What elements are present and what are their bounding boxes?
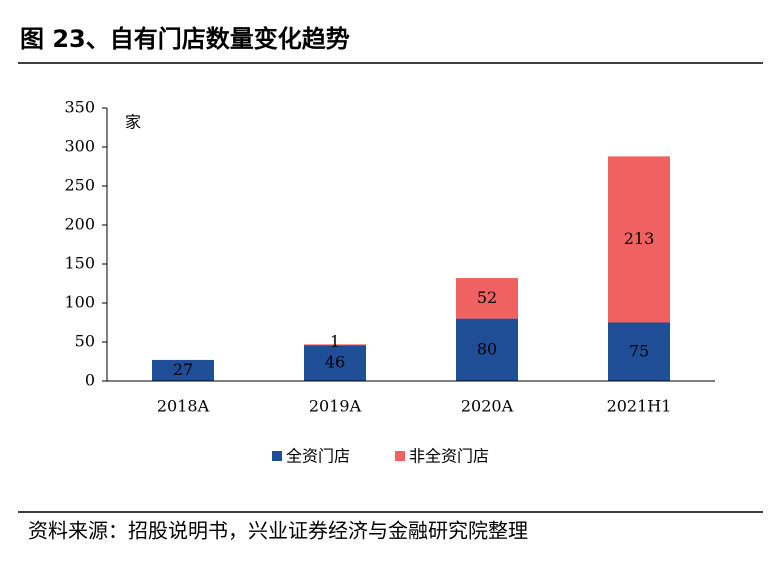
data-label: 52: [477, 288, 497, 307]
bar-segment: [456, 318, 518, 381]
y-tick-label: 100: [64, 293, 95, 312]
data-label: 80: [477, 339, 497, 358]
bar-segment: [608, 322, 670, 381]
y-tick-label: 350: [64, 98, 95, 117]
data-label: 27: [173, 360, 193, 379]
legend-label: 全资门店: [286, 447, 350, 466]
data-label: 75: [629, 341, 649, 360]
bar-segment: [152, 359, 214, 381]
chart-title: 图 23、自有门店数量变化趋势: [20, 25, 350, 53]
x-tick-label: 2021H1: [607, 397, 672, 416]
y-tick-label: 200: [64, 215, 95, 234]
y-tick-label: 250: [64, 176, 95, 195]
x-tick-label: 2019A: [309, 397, 362, 416]
y-unit: 家: [125, 113, 141, 132]
data-label: 213: [624, 229, 655, 248]
bar-segment: [608, 156, 670, 323]
y-tick-label: 50: [75, 332, 95, 351]
bar-segment: [456, 278, 518, 319]
legend-label: 非全资门店: [409, 447, 489, 466]
y-tick-label: 300: [64, 137, 95, 156]
x-tick-label: 2020A: [461, 397, 514, 416]
bar-segment: [304, 345, 366, 381]
y-tick-label: 150: [64, 254, 95, 273]
source-note: 资料来源：招股说明书，兴业证券经济与金融研究院整理: [28, 519, 528, 543]
data-label: 1: [330, 332, 340, 351]
legend-swatch: [395, 451, 405, 461]
legend-swatch: [272, 451, 282, 461]
x-tick-label: 2018A: [157, 397, 210, 416]
data-label: 46: [325, 353, 345, 372]
bar-segment: [304, 344, 366, 346]
y-tick-label: 0: [85, 371, 95, 390]
